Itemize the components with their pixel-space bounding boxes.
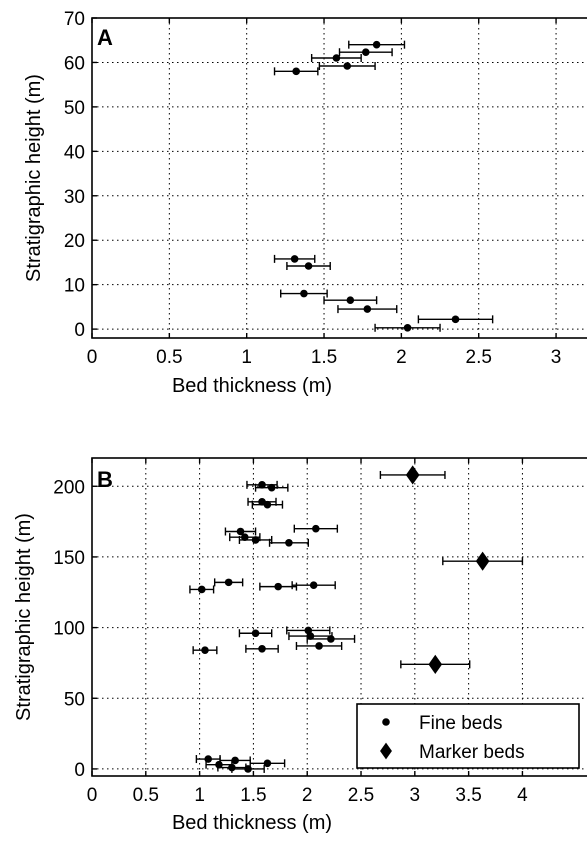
fine-bed-point xyxy=(224,578,233,587)
y-axis-label: Stratigraphic height (m) xyxy=(23,74,45,282)
legend-label: Marker beds xyxy=(419,742,525,763)
y-tick-label: 50 xyxy=(64,98,85,119)
fine-bed-point xyxy=(197,585,206,594)
data-point xyxy=(451,315,460,324)
y-tick-label: 200 xyxy=(53,477,85,498)
y-tick-label: 60 xyxy=(64,53,85,74)
plot-frame xyxy=(91,457,587,777)
panel-letter: B xyxy=(97,467,113,492)
y-tick-label: 100 xyxy=(53,619,85,640)
x-tick-label: 2 xyxy=(396,347,407,368)
fine-bed-point xyxy=(258,481,266,489)
y-tick-label: 0 xyxy=(74,760,85,781)
y-tick-label: 150 xyxy=(53,548,85,569)
legend-diamond-icon xyxy=(380,742,392,760)
data-point xyxy=(332,54,341,62)
x-tick-label: 3.5 xyxy=(455,785,481,806)
y-axis-label: Stratigraphic height (m) xyxy=(13,513,35,721)
fine-bed-point xyxy=(231,756,239,765)
data-point xyxy=(343,62,352,70)
y-tick-label: 50 xyxy=(64,689,85,710)
data-point xyxy=(361,48,370,57)
fine-bed-point xyxy=(263,500,272,509)
fine-bed-point xyxy=(244,765,252,773)
data-point xyxy=(403,323,412,332)
marker-bed-point xyxy=(475,551,490,571)
y-tick-label: 30 xyxy=(64,187,85,208)
data-point xyxy=(363,305,372,313)
data-point xyxy=(292,67,300,76)
fine-bed-point xyxy=(327,635,335,643)
fine-bed-point xyxy=(251,536,260,544)
x-tick-label: 0 xyxy=(87,785,98,806)
x-tick-label: 4 xyxy=(517,785,528,806)
panel-letter: A xyxy=(97,25,113,50)
fine-bed-point xyxy=(306,632,315,640)
data-point xyxy=(300,289,308,298)
y-tick-label: 20 xyxy=(64,231,85,252)
fine-bed-point xyxy=(309,581,318,589)
fine-bed-point xyxy=(315,642,323,650)
fine-bed-point xyxy=(241,533,249,541)
marker-bed-point xyxy=(405,465,420,485)
x-tick-label: 0.5 xyxy=(156,347,182,368)
x-tick-label: 1 xyxy=(241,347,252,368)
plot-frame xyxy=(91,17,587,339)
fine-bed-point xyxy=(312,524,320,533)
fine-bed-point xyxy=(258,645,266,653)
x-tick-label: 1.5 xyxy=(311,347,337,368)
x-axis-label: Bed thickness (m) xyxy=(172,375,332,397)
y-tick-label: 40 xyxy=(64,142,85,163)
fine-bed-point xyxy=(274,582,282,591)
y-tick-label: 10 xyxy=(64,276,85,297)
fine-bed-point xyxy=(267,483,276,492)
x-tick-label: 1 xyxy=(194,785,205,806)
x-tick-label: 2.5 xyxy=(466,347,492,368)
x-tick-label: 3 xyxy=(410,785,421,806)
legend-box xyxy=(356,703,580,769)
data-point xyxy=(346,296,355,305)
legend-label: Fine beds xyxy=(419,713,502,734)
y-tick-label: 70 xyxy=(64,9,85,30)
legend-circle-icon xyxy=(382,718,390,726)
x-tick-label: 2 xyxy=(302,785,313,806)
fine-bed-point xyxy=(285,539,293,547)
fine-bed-point xyxy=(236,527,245,536)
data-point xyxy=(290,255,299,263)
fine-bed-point xyxy=(251,629,260,638)
data-point xyxy=(372,40,381,49)
fine-bed-point xyxy=(263,759,272,768)
x-axis-label: Bed thickness (m) xyxy=(172,812,332,834)
marker-bed-point xyxy=(428,654,443,674)
fine-bed-point xyxy=(215,760,223,769)
panel-b-chart: 0 0.5 1 1.5 2 2.5 3 3.5 4 0 50 100 150 200 Bed thickne… xyxy=(13,457,587,834)
y-tick-label: 0 xyxy=(74,320,85,341)
data-point xyxy=(304,262,313,270)
fine-bed-point xyxy=(201,646,209,655)
x-tick-label: 0.5 xyxy=(133,785,159,806)
x-tick-label: 2.5 xyxy=(348,785,374,806)
x-tick-label: 0 xyxy=(87,347,98,368)
x-tick-label: 3 xyxy=(551,347,562,368)
x-tick-label: 1.5 xyxy=(240,785,266,806)
